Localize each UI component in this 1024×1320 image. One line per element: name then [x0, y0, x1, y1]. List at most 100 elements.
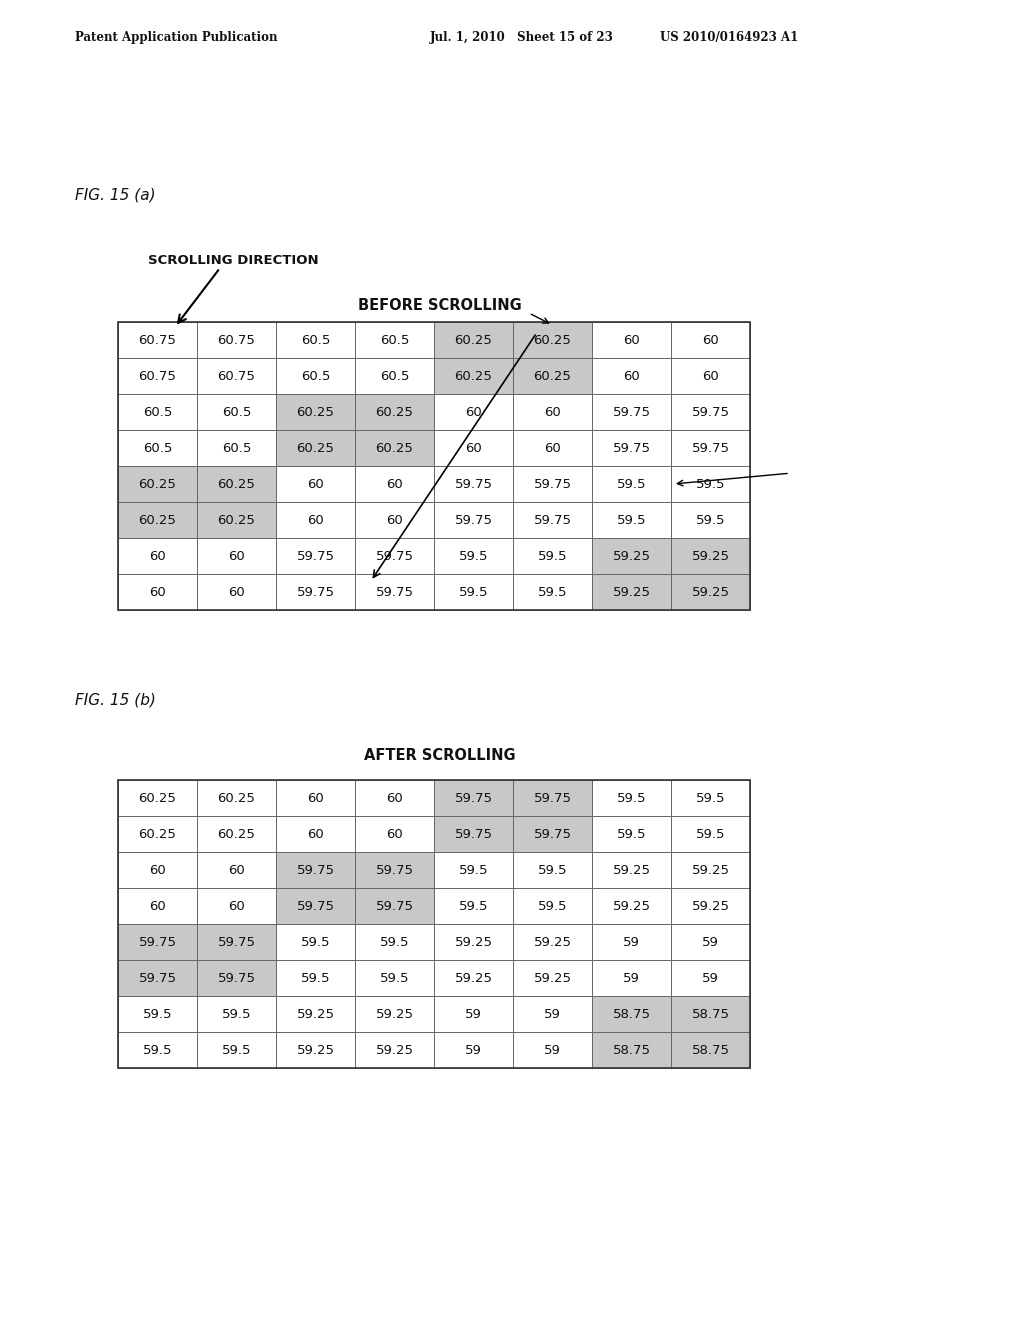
- Bar: [434, 539, 513, 574]
- Text: 60: 60: [307, 792, 324, 804]
- Bar: [671, 358, 750, 393]
- Bar: [513, 574, 592, 610]
- Bar: [592, 358, 671, 393]
- Bar: [197, 466, 276, 502]
- Text: 59.75: 59.75: [455, 478, 493, 491]
- Text: 58.75: 58.75: [612, 1007, 650, 1020]
- Text: 60.75: 60.75: [138, 370, 176, 383]
- Bar: [197, 358, 276, 393]
- Text: 59.75: 59.75: [376, 586, 414, 598]
- Bar: [434, 780, 513, 816]
- Text: 60: 60: [465, 405, 482, 418]
- Text: 59.75: 59.75: [534, 792, 571, 804]
- Text: FIG. 15 (b): FIG. 15 (b): [75, 693, 156, 708]
- Text: 59.25: 59.25: [612, 863, 650, 876]
- Bar: [671, 393, 750, 430]
- Text: 59.75: 59.75: [534, 513, 571, 527]
- Text: 59.25: 59.25: [691, 899, 729, 912]
- Bar: [671, 997, 750, 1032]
- Bar: [355, 430, 434, 466]
- Bar: [355, 888, 434, 924]
- Bar: [671, 816, 750, 851]
- Bar: [118, 780, 750, 1068]
- Bar: [434, 816, 513, 851]
- Text: 59.75: 59.75: [455, 828, 493, 841]
- Text: 59.5: 59.5: [538, 899, 567, 912]
- Text: 59.5: 59.5: [142, 1007, 172, 1020]
- Bar: [118, 851, 197, 888]
- Text: 59.75: 59.75: [297, 586, 335, 598]
- Bar: [513, 466, 592, 502]
- Text: 59: 59: [702, 936, 719, 949]
- Bar: [355, 1032, 434, 1068]
- Bar: [197, 539, 276, 574]
- Bar: [118, 466, 197, 502]
- Text: 60.25: 60.25: [138, 513, 176, 527]
- Text: 59: 59: [465, 1044, 482, 1056]
- Text: 59.5: 59.5: [459, 549, 488, 562]
- Bar: [592, 997, 671, 1032]
- Bar: [276, 924, 355, 960]
- Bar: [197, 780, 276, 816]
- Text: Patent Application Publication: Patent Application Publication: [75, 30, 278, 44]
- Text: 59.5: 59.5: [695, 828, 725, 841]
- Bar: [276, 851, 355, 888]
- Bar: [513, 851, 592, 888]
- Bar: [197, 502, 276, 539]
- Bar: [118, 322, 197, 358]
- Bar: [355, 466, 434, 502]
- Text: 60: 60: [386, 513, 402, 527]
- Text: 59.5: 59.5: [695, 478, 725, 491]
- Bar: [355, 574, 434, 610]
- Bar: [355, 816, 434, 851]
- Bar: [197, 1032, 276, 1068]
- Text: 60.25: 60.25: [534, 334, 571, 346]
- Text: 60.25: 60.25: [297, 405, 335, 418]
- Bar: [592, 574, 671, 610]
- Text: 60: 60: [386, 792, 402, 804]
- Bar: [434, 997, 513, 1032]
- Text: 60: 60: [307, 828, 324, 841]
- Bar: [355, 851, 434, 888]
- Text: 59.25: 59.25: [612, 586, 650, 598]
- Bar: [671, 466, 750, 502]
- Bar: [276, 997, 355, 1032]
- Text: 60.5: 60.5: [380, 334, 410, 346]
- Bar: [197, 960, 276, 997]
- Text: 60: 60: [465, 441, 482, 454]
- Bar: [197, 393, 276, 430]
- Text: 59.25: 59.25: [691, 586, 729, 598]
- Bar: [671, 851, 750, 888]
- Text: 59.75: 59.75: [455, 792, 493, 804]
- Bar: [513, 780, 592, 816]
- Bar: [118, 322, 750, 610]
- Bar: [118, 816, 197, 851]
- Text: 59.75: 59.75: [612, 405, 650, 418]
- Bar: [671, 502, 750, 539]
- Bar: [513, 997, 592, 1032]
- Bar: [276, 358, 355, 393]
- Text: 60.25: 60.25: [138, 792, 176, 804]
- Text: 59.25: 59.25: [534, 936, 571, 949]
- Bar: [197, 574, 276, 610]
- Text: FIG. 15 (a): FIG. 15 (a): [75, 187, 156, 202]
- Text: 60: 60: [624, 370, 640, 383]
- Text: 59.75: 59.75: [138, 972, 176, 985]
- Text: 60.25: 60.25: [217, 478, 255, 491]
- Text: 59.5: 59.5: [301, 936, 331, 949]
- Bar: [355, 393, 434, 430]
- Text: 60: 60: [228, 899, 245, 912]
- Text: SCROLLING DIRECTION: SCROLLING DIRECTION: [148, 253, 318, 267]
- Bar: [513, 502, 592, 539]
- Bar: [118, 960, 197, 997]
- Bar: [276, 322, 355, 358]
- Text: 60: 60: [228, 586, 245, 598]
- Text: 59.5: 59.5: [301, 972, 331, 985]
- Text: 60: 60: [307, 513, 324, 527]
- Bar: [276, 1032, 355, 1068]
- Bar: [118, 502, 197, 539]
- Text: 59.5: 59.5: [695, 792, 725, 804]
- Text: 59.25: 59.25: [455, 972, 493, 985]
- Bar: [197, 997, 276, 1032]
- Bar: [513, 960, 592, 997]
